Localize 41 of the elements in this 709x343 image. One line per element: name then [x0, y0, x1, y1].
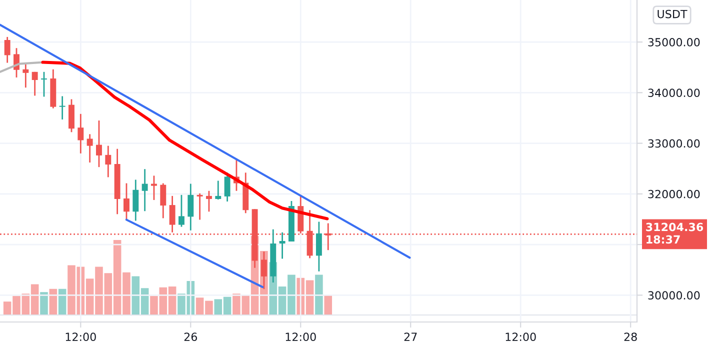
- x-tick-label: 12:00: [66, 332, 96, 342]
- y-tick-label: 32000.00: [648, 190, 700, 198]
- candlestick: [4, 36, 10, 64]
- candlestick: [224, 172, 230, 202]
- text: USDT: [658, 10, 688, 18]
- candlestick: [68, 98, 74, 133]
- x-tick-label: 26: [184, 332, 198, 342]
- candlestick: [196, 192, 203, 220]
- candlestick: [160, 182, 166, 219]
- candlestick: [188, 183, 194, 232]
- candlestick: [41, 71, 47, 98]
- y-tick-label: 30000.00: [648, 291, 700, 300]
- candlestick: [86, 133, 93, 164]
- y-tick-label: 35000.00: [648, 38, 700, 46]
- ref-line-label: 31204.36: [646, 222, 704, 232]
- x-tick-label: 12:00: [286, 332, 316, 342]
- y-tick-label: 34000.00: [648, 88, 700, 98]
- candlestick: [59, 96, 66, 120]
- candlestick: [124, 182, 130, 220]
- candlestick: [316, 221, 322, 272]
- candlestick: [215, 180, 222, 200]
- x-tick-label: 12:00: [506, 332, 536, 342]
- x-tick-label: 27: [404, 332, 417, 341]
- bar: [315, 274, 323, 315]
- candlestick: [132, 179, 139, 222]
- candlestick: [169, 195, 176, 234]
- candlestick: [206, 190, 212, 212]
- bar: [40, 292, 48, 315]
- x-tick-label: 28: [624, 332, 637, 342]
- candlestick: [151, 174, 157, 201]
- candlestick: [22, 64, 29, 88]
- y-tick-label: 33000.00: [648, 139, 700, 148]
- bar: [324, 295, 332, 315]
- candlestick: [32, 71, 38, 96]
- candlestick: [279, 232, 286, 260]
- candlestick: [178, 194, 184, 228]
- candlestick: [105, 145, 112, 178]
- candlestick: [142, 168, 148, 212]
- candlestick: [96, 120, 102, 168]
- text: 18:37: [646, 235, 680, 244]
- candlestick: [78, 113, 84, 154]
